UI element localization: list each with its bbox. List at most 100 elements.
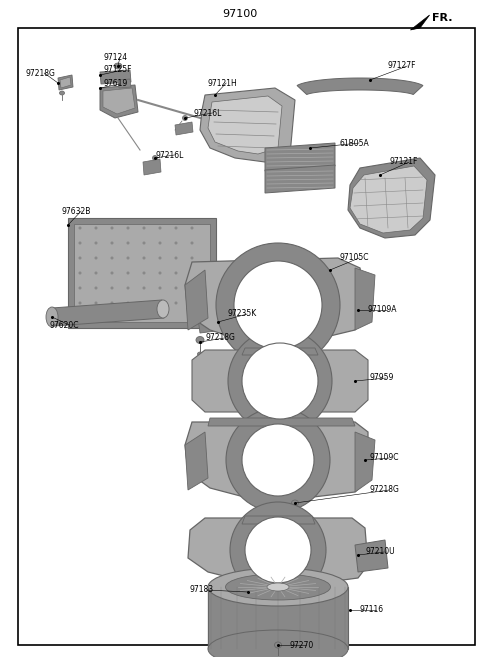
Ellipse shape [143, 302, 145, 304]
Ellipse shape [127, 302, 130, 304]
Text: 97270: 97270 [290, 641, 314, 650]
Text: 97127F: 97127F [388, 62, 417, 70]
Ellipse shape [143, 256, 145, 260]
Polygon shape [185, 422, 368, 498]
Text: 97632B: 97632B [62, 206, 91, 215]
Polygon shape [265, 165, 335, 193]
Ellipse shape [79, 286, 82, 290]
Text: 97216L: 97216L [155, 150, 183, 160]
Text: 97218G: 97218G [25, 68, 55, 78]
Polygon shape [100, 85, 138, 118]
Polygon shape [52, 300, 164, 326]
Ellipse shape [191, 256, 193, 260]
Polygon shape [58, 75, 73, 90]
Polygon shape [143, 159, 161, 175]
Text: 97183: 97183 [190, 585, 214, 595]
Ellipse shape [143, 242, 145, 244]
Ellipse shape [158, 242, 161, 244]
Ellipse shape [175, 256, 178, 260]
Text: 97619: 97619 [104, 79, 128, 89]
Ellipse shape [143, 271, 145, 275]
Ellipse shape [158, 286, 161, 290]
Text: 97216L: 97216L [193, 108, 221, 118]
Ellipse shape [226, 574, 331, 600]
Polygon shape [185, 258, 368, 342]
Text: 97121F: 97121F [390, 158, 419, 166]
Text: 97959: 97959 [370, 373, 395, 382]
Polygon shape [198, 315, 224, 333]
Ellipse shape [158, 302, 161, 304]
Ellipse shape [110, 286, 113, 290]
Ellipse shape [95, 302, 97, 304]
Ellipse shape [267, 583, 289, 591]
Ellipse shape [110, 302, 113, 304]
Ellipse shape [110, 242, 113, 244]
Ellipse shape [208, 568, 348, 606]
Polygon shape [355, 432, 375, 492]
Polygon shape [200, 88, 295, 162]
Polygon shape [103, 88, 135, 114]
Ellipse shape [191, 302, 193, 304]
Polygon shape [208, 96, 282, 154]
Text: 61B05A: 61B05A [340, 139, 370, 148]
Ellipse shape [79, 271, 82, 275]
Ellipse shape [127, 286, 130, 290]
Polygon shape [355, 540, 388, 572]
Circle shape [245, 517, 311, 583]
Ellipse shape [175, 302, 178, 304]
Polygon shape [185, 270, 208, 330]
Text: 97210U: 97210U [365, 547, 395, 556]
Ellipse shape [127, 271, 130, 275]
Ellipse shape [95, 271, 97, 275]
Ellipse shape [127, 242, 130, 244]
Ellipse shape [95, 286, 97, 290]
Ellipse shape [153, 156, 157, 160]
Bar [74, 224, 210, 322]
Ellipse shape [127, 227, 130, 229]
Polygon shape [242, 348, 318, 355]
Ellipse shape [95, 242, 97, 244]
Ellipse shape [143, 227, 145, 229]
Ellipse shape [158, 271, 161, 275]
Text: 97125F: 97125F [104, 66, 132, 74]
Ellipse shape [79, 227, 82, 229]
Text: 97105C: 97105C [340, 254, 370, 263]
Ellipse shape [175, 227, 178, 229]
Text: 97116: 97116 [360, 606, 384, 614]
Polygon shape [350, 166, 427, 233]
Ellipse shape [275, 642, 281, 648]
Text: 97109C: 97109C [370, 453, 399, 463]
Polygon shape [355, 268, 375, 330]
Ellipse shape [158, 227, 161, 229]
Polygon shape [410, 15, 430, 30]
Polygon shape [185, 432, 208, 490]
Text: 97218G: 97218G [205, 334, 235, 342]
Text: 97121H: 97121H [207, 78, 237, 87]
Ellipse shape [110, 271, 113, 275]
Circle shape [234, 261, 322, 349]
Circle shape [242, 424, 314, 496]
Ellipse shape [191, 227, 193, 229]
Ellipse shape [191, 286, 193, 290]
Polygon shape [242, 516, 315, 524]
Circle shape [242, 343, 318, 419]
Ellipse shape [197, 352, 203, 356]
Circle shape [230, 502, 326, 598]
Ellipse shape [244, 589, 252, 595]
Text: 97235K: 97235K [228, 309, 257, 319]
Ellipse shape [79, 256, 82, 260]
Text: 97620C: 97620C [50, 321, 80, 330]
Ellipse shape [110, 256, 113, 260]
Ellipse shape [95, 256, 97, 260]
Polygon shape [175, 122, 193, 135]
Ellipse shape [110, 227, 113, 229]
Bar [68, 218, 216, 328]
Ellipse shape [95, 227, 97, 229]
Ellipse shape [60, 91, 64, 95]
Ellipse shape [182, 116, 188, 120]
Ellipse shape [143, 286, 145, 290]
Text: 97100: 97100 [222, 9, 258, 19]
Circle shape [226, 408, 330, 512]
Ellipse shape [175, 286, 178, 290]
Text: 97124: 97124 [104, 53, 128, 62]
